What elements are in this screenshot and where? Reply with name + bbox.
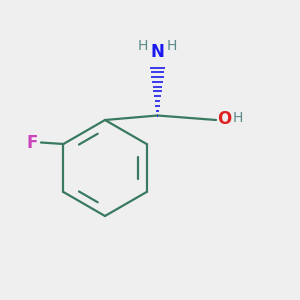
Text: O: O: [218, 110, 232, 128]
Text: N: N: [151, 43, 164, 61]
Text: H: H: [138, 39, 148, 53]
Text: F: F: [27, 134, 38, 152]
Text: H: H: [232, 112, 243, 125]
Text: H: H: [167, 39, 177, 53]
